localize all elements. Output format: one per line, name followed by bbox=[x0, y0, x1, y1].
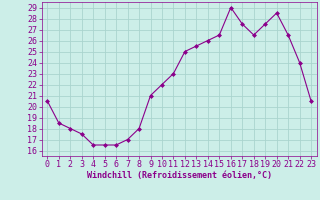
X-axis label: Windchill (Refroidissement éolien,°C): Windchill (Refroidissement éolien,°C) bbox=[87, 171, 272, 180]
